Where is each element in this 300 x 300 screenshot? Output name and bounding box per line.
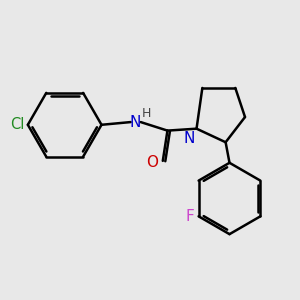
Text: H: H: [142, 107, 152, 120]
Text: F: F: [186, 209, 195, 224]
Text: O: O: [146, 155, 158, 170]
Text: N: N: [130, 115, 141, 130]
Text: N: N: [183, 130, 195, 146]
Text: Cl: Cl: [11, 117, 25, 132]
